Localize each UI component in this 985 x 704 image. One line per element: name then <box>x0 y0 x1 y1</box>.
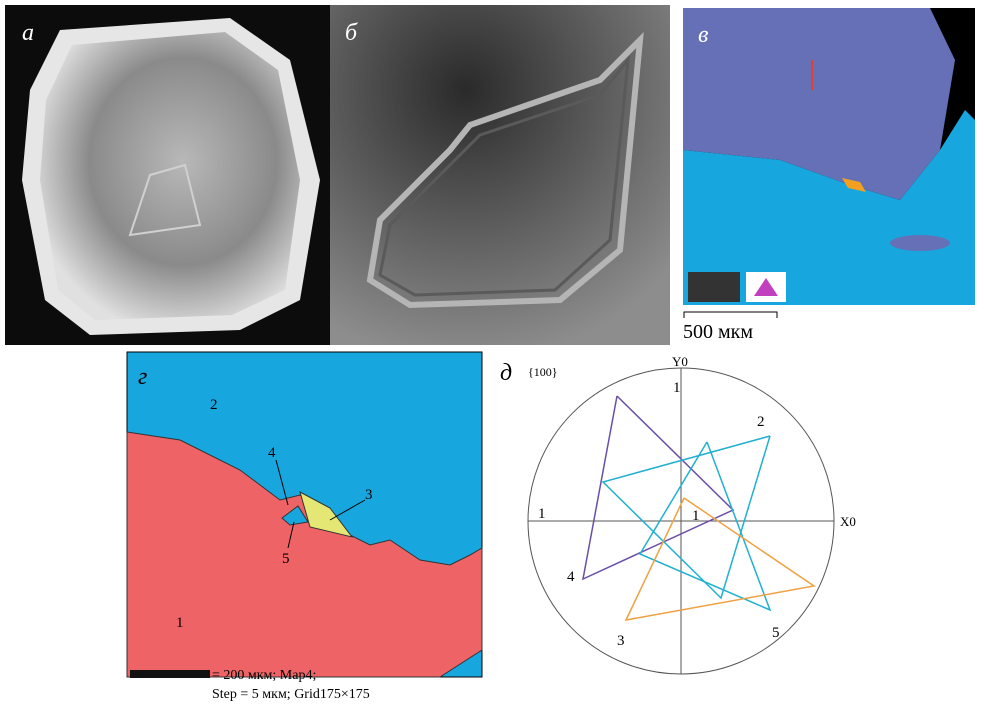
pole-label: 5 <box>772 625 780 641</box>
region-label: 5 <box>282 551 290 567</box>
axis-label: Y0 <box>672 354 688 369</box>
region-label: 4 <box>268 445 276 461</box>
region-label: 1 <box>176 615 184 631</box>
caption: = 200 мкм; Map4; <box>212 668 316 683</box>
region-label: 2 <box>210 397 218 413</box>
panel-e: д {100} Y0 X0 1 1 1 2 3 4 5 <box>500 354 856 675</box>
panel-label: г <box>138 364 147 390</box>
scale-bar-label: 500 мкм <box>683 321 753 343</box>
panel-b: б <box>330 5 670 345</box>
panel-label: д <box>500 360 512 386</box>
pole-label: 1 <box>538 506 546 522</box>
region-label: 3 <box>365 487 373 503</box>
pole-label: 1 <box>673 380 681 396</box>
axis-label: X0 <box>840 514 856 529</box>
pole-label: 4 <box>567 569 575 585</box>
panel-d: г 1 2 3 4 5 = 200 мкм; Map4; Step = 5 мк… <box>126 351 483 702</box>
panel-label: а <box>22 20 34 46</box>
pole-label: 1 <box>692 508 700 524</box>
pole-label: 3 <box>617 633 625 649</box>
panel-label: б <box>345 20 358 46</box>
panel-a: а <box>5 5 330 345</box>
panel-label: в <box>698 22 708 48</box>
caption: Step = 5 мкм; Grid175×175 <box>212 687 370 702</box>
plane-label: {100} <box>528 365 558 379</box>
pole-label: 2 <box>757 414 765 430</box>
panel-c: в 500 мкм <box>683 8 975 343</box>
